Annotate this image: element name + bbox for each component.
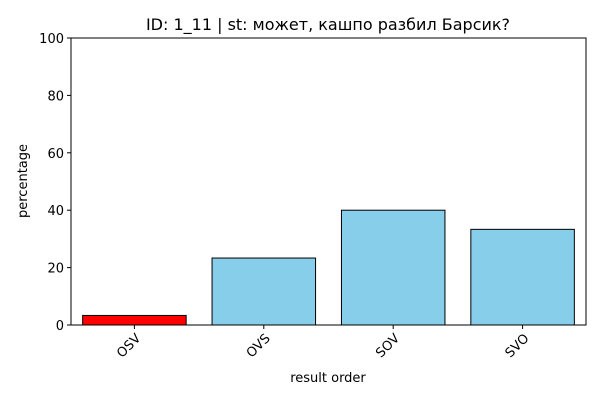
y-tick-label: 100 — [39, 32, 64, 47]
x-tick-label: OVS — [244, 331, 274, 361]
bar-sov — [340, 209, 446, 326]
bars-group — [82, 209, 575, 326]
bar-svo — [470, 228, 575, 326]
x-tick-label: SVO — [503, 331, 533, 361]
y-tick-label: 40 — [47, 204, 64, 219]
y-tick-label: 0 — [56, 319, 64, 334]
plot-frame — [70, 37, 587, 326]
bar-ovs — [211, 257, 317, 326]
y-axis-ticks: 0 20 40 60 80 100 — [39, 32, 71, 334]
x-axis-ticks: OSV OVS SOV SVO — [114, 325, 532, 361]
y-tick-label: 20 — [47, 262, 64, 277]
x-axis-label: result order — [290, 371, 366, 386]
y-tick-label: 80 — [47, 89, 64, 104]
y-tick-label: 60 — [47, 147, 64, 162]
x-tick-label: SOV — [373, 331, 403, 361]
y-axis-label: percentage — [16, 144, 31, 218]
bar-osv — [82, 314, 187, 326]
chart-title: ID: 1_11 | st: может, кашпо разбил Барси… — [146, 15, 510, 35]
x-tick-label: OSV — [114, 331, 144, 361]
